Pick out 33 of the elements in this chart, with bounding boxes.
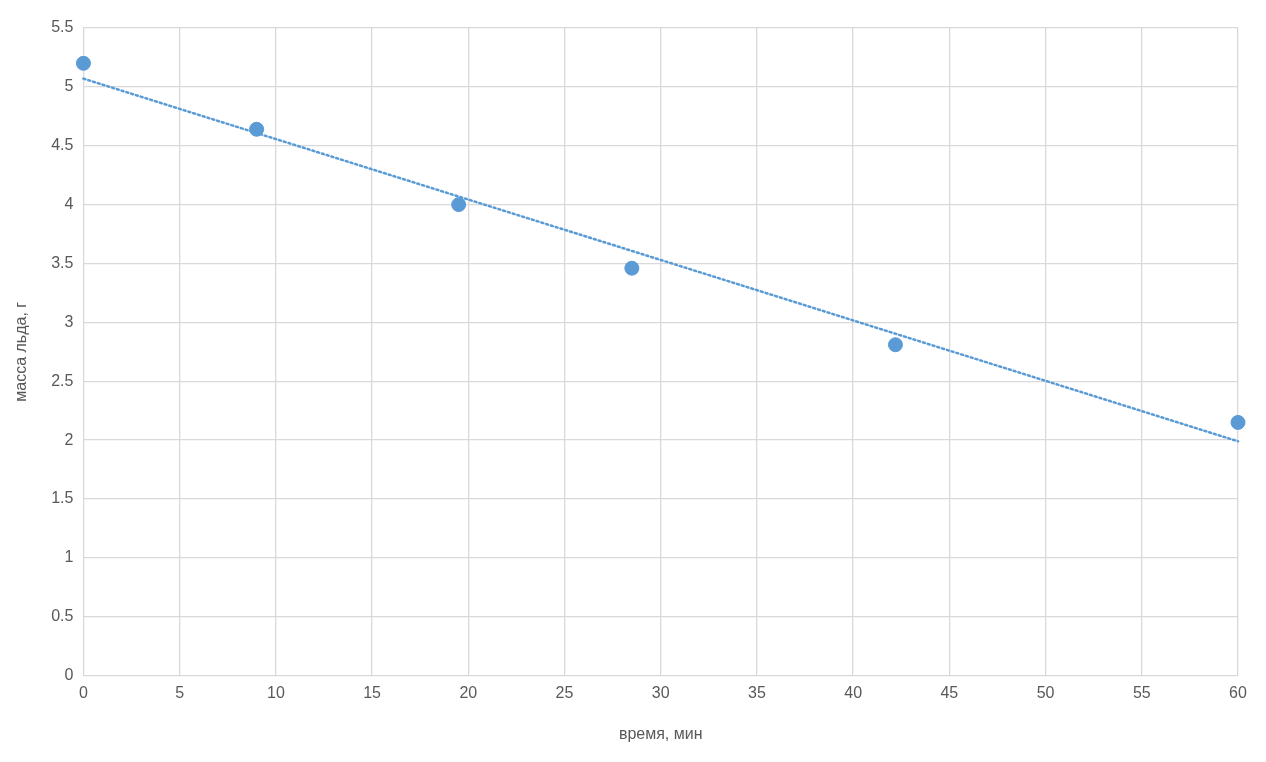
x-tick-label: 25	[555, 683, 574, 701]
x-tick-label: 20	[459, 683, 478, 701]
point	[1230, 414, 1246, 430]
y-tick-label: 4	[64, 195, 74, 213]
x-tick-label: 15	[363, 683, 382, 701]
y-tick-label: 1.5	[51, 489, 74, 507]
y-tick-label: 5.5	[51, 18, 74, 36]
point	[451, 197, 467, 213]
x-tick-label: 0	[78, 683, 88, 701]
y-tick-label: 3.5	[51, 253, 74, 271]
x-tick-label: 5	[175, 683, 185, 701]
y-axis-title: масса льда, г	[12, 301, 30, 402]
y-tick-label: 0.5	[51, 607, 74, 625]
y-tick-label: 0	[64, 666, 74, 684]
point	[75, 55, 91, 71]
point	[624, 260, 640, 276]
y-tick-label: 2	[64, 430, 74, 448]
x-tick-label: 40	[844, 683, 863, 701]
x-tick-label: 60	[1229, 683, 1247, 701]
x-tick-label: 10	[266, 683, 285, 701]
y-tick-label: 5	[64, 77, 74, 95]
point	[249, 121, 265, 137]
x-tick-label: 45	[940, 683, 959, 701]
y-tick-label: 2.5	[51, 371, 74, 389]
x-axis-title: время, мин	[618, 724, 703, 742]
x-tick-label: 30	[651, 683, 670, 701]
x-tick-label: 35	[748, 683, 766, 701]
x-tick-label: 50	[1036, 683, 1055, 701]
y-tick-label: 4.5	[51, 136, 74, 154]
point	[887, 337, 903, 353]
x-tick-label: 55	[1132, 683, 1151, 701]
y-tick-label: 1	[64, 548, 74, 566]
y-tick-label: 3	[64, 312, 74, 330]
